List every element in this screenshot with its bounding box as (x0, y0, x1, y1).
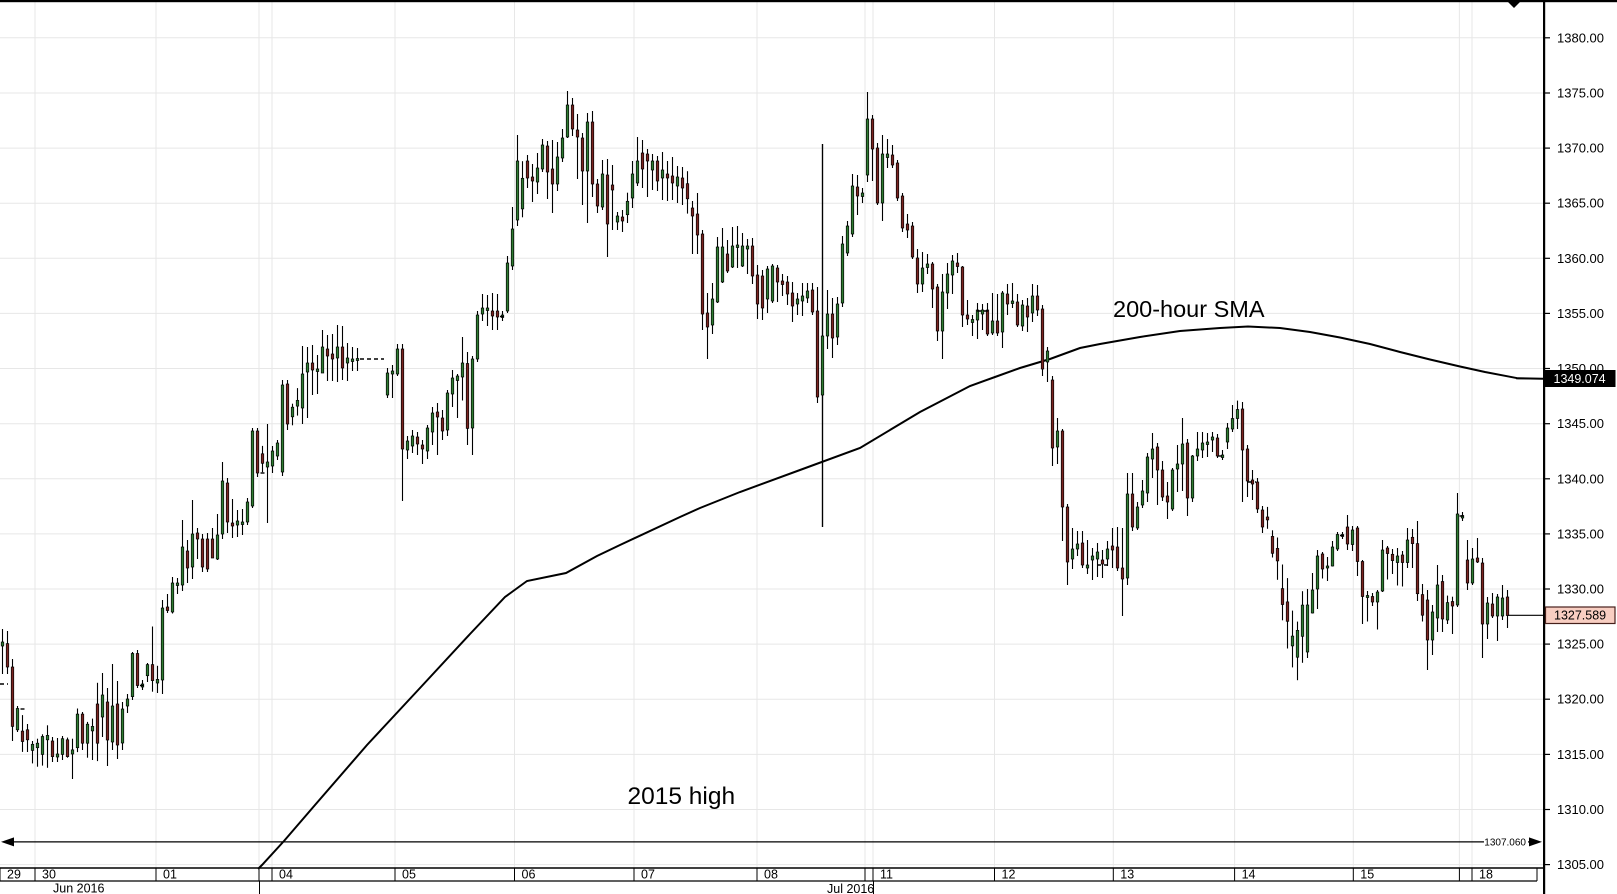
svg-text:1305.00: 1305.00 (1557, 857, 1604, 872)
svg-text:1307.060: 1307.060 (1484, 838, 1526, 849)
svg-text:06: 06 (522, 868, 536, 882)
svg-text:1320.00: 1320.00 (1557, 692, 1604, 707)
svg-text:Jul 2016: Jul 2016 (827, 882, 874, 894)
svg-text:08: 08 (764, 868, 778, 882)
svg-text:07: 07 (641, 868, 655, 882)
svg-text:1330.00: 1330.00 (1557, 582, 1604, 597)
svg-text:1325.00: 1325.00 (1557, 637, 1604, 652)
svg-text:200-hour SMA: 200-hour SMA (1113, 296, 1265, 322)
svg-text:1375.00: 1375.00 (1557, 86, 1604, 101)
svg-text:29: 29 (7, 868, 21, 882)
svg-text:04: 04 (279, 868, 293, 882)
svg-text:1355.00: 1355.00 (1557, 306, 1604, 321)
svg-text:1380.00: 1380.00 (1557, 30, 1604, 45)
svg-text:1335.00: 1335.00 (1557, 526, 1604, 541)
svg-text:13: 13 (1120, 868, 1134, 882)
svg-text:1345.00: 1345.00 (1557, 416, 1604, 431)
svg-text:1310.00: 1310.00 (1557, 802, 1604, 817)
svg-text:1370.00: 1370.00 (1557, 141, 1604, 156)
svg-text:18: 18 (1479, 868, 1493, 882)
svg-text:1365.00: 1365.00 (1557, 196, 1604, 211)
svg-text:11: 11 (880, 868, 893, 882)
svg-text:1349.074: 1349.074 (1554, 372, 1606, 386)
svg-text:01: 01 (163, 868, 177, 882)
svg-text:Jun 2016: Jun 2016 (53, 882, 104, 894)
svg-text:1327.589: 1327.589 (1554, 609, 1606, 623)
svg-text:1360.00: 1360.00 (1557, 251, 1604, 266)
svg-text:12: 12 (1002, 868, 1016, 882)
svg-text:15: 15 (1360, 868, 1374, 882)
svg-text:2015 high: 2015 high (628, 783, 736, 810)
svg-text:30: 30 (42, 868, 56, 882)
svg-text:1340.00: 1340.00 (1557, 471, 1604, 486)
svg-text:14: 14 (1242, 868, 1256, 882)
svg-text:1315.00: 1315.00 (1557, 747, 1604, 762)
svg-text:05: 05 (402, 868, 416, 882)
